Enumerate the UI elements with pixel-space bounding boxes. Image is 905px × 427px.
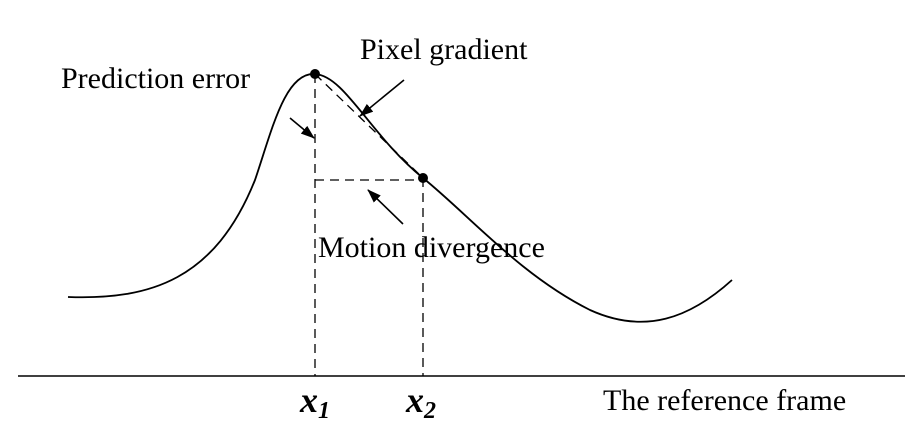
point-x2-marker: [418, 173, 428, 183]
pixel-gradient-arrow: [359, 79, 405, 117]
prediction-error-arrow: [289, 117, 315, 139]
signal-curve: [67, 73, 733, 323]
x2-label: x2: [405, 380, 436, 424]
prediction-error-label: Prediction error: [61, 62, 250, 95]
x1-label: x1: [299, 380, 330, 424]
reference-frame-label: The reference frame: [603, 384, 846, 417]
motion-divergence-arrow: [367, 189, 404, 225]
gradient-dashed-line: [314, 73, 424, 179]
point-x1-marker: [310, 69, 320, 79]
motion-divergence-label: Motion divergence: [318, 231, 545, 264]
pixel-gradient-label: Pixel gradient: [360, 33, 528, 66]
